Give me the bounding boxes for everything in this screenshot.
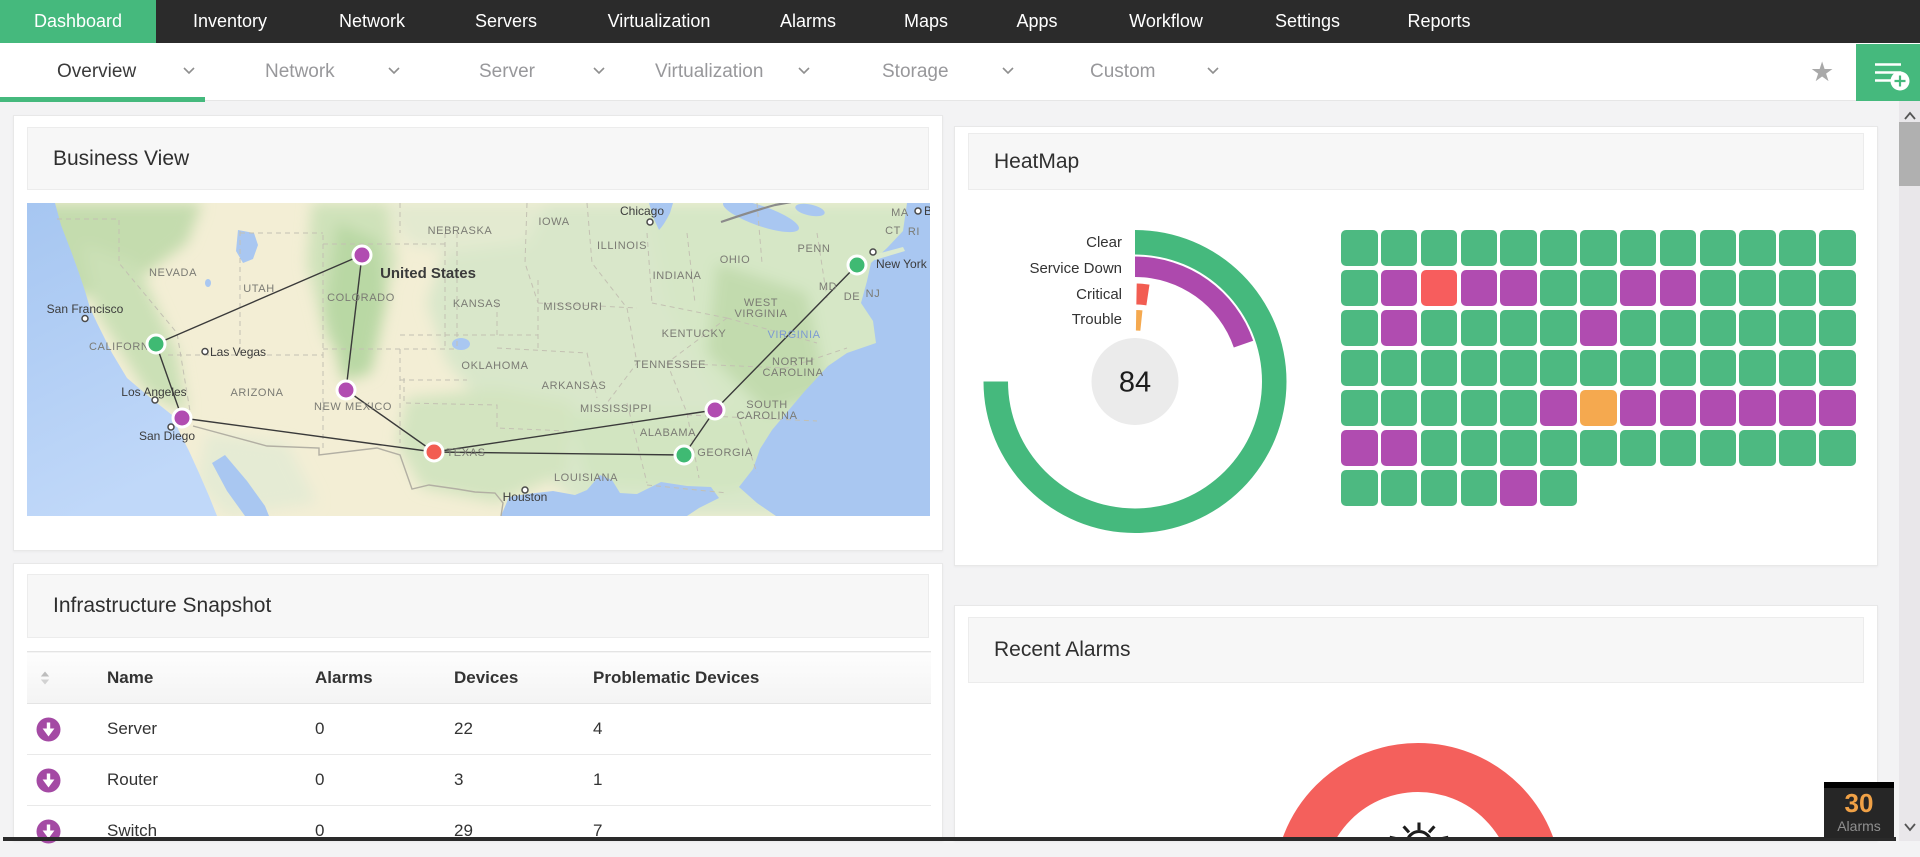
svg-text:OKLAHOMA: OKLAHOMA (461, 360, 528, 372)
svg-text:OHIO: OHIO (720, 254, 751, 266)
svg-text:KENTUCKY: KENTUCKY (662, 328, 727, 340)
svg-text:VIRGINIA: VIRGINIA (767, 329, 820, 341)
svg-text:NJ: NJ (866, 288, 881, 300)
svg-text:DE: DE (844, 291, 860, 303)
svg-text:NORTH: NORTH (772, 356, 814, 368)
svg-text:CT: CT (885, 225, 901, 237)
svg-text:Chicago: Chicago (620, 204, 664, 218)
svg-text:COLORADO: COLORADO (327, 292, 395, 304)
svg-text:SOUTH: SOUTH (746, 399, 788, 411)
svg-text:84: 84 (1119, 367, 1151, 399)
svg-text:MA: MA (891, 207, 909, 219)
svg-text:Critical: Critical (1076, 286, 1122, 303)
svg-text:GEORGIA: GEORGIA (697, 447, 753, 459)
svg-text:MD: MD (819, 281, 837, 293)
svg-text:TENNESSEE: TENNESSEE (634, 359, 706, 371)
svg-text:IOWA: IOWA (538, 216, 569, 228)
svg-text:MISSOURI: MISSOURI (543, 301, 602, 313)
svg-text:MISSISSIPPI: MISSISSIPPI (580, 403, 652, 415)
svg-text:CAROLINA: CAROLINA (762, 367, 823, 379)
svg-text:CAROLINA: CAROLINA (736, 410, 797, 422)
svg-text:TEXAS: TEXAS (446, 447, 485, 459)
svg-text:San Diego: San Diego (139, 429, 195, 443)
svg-text:UTAH: UTAH (243, 283, 275, 295)
svg-text:NEBRASKA: NEBRASKA (428, 225, 493, 237)
svg-text:KANSAS: KANSAS (453, 298, 501, 310)
svg-text:CALIFORNIA: CALIFORNIA (89, 341, 161, 353)
svg-text:PENN: PENN (798, 243, 831, 255)
svg-text:NEW MEXICO: NEW MEXICO (314, 401, 392, 413)
svg-text:WEST: WEST (744, 297, 778, 309)
svg-text:Los Angeles: Los Angeles (121, 385, 186, 399)
svg-text:San Francisco: San Francisco (47, 302, 124, 316)
svg-text:LOUISIANA: LOUISIANA (554, 472, 618, 484)
svg-text:ILLINOIS: ILLINOIS (597, 240, 647, 252)
svg-text:VIRGINIA: VIRGINIA (734, 308, 787, 320)
svg-text:ALABAMA: ALABAMA (640, 427, 696, 439)
svg-text:Las Vegas: Las Vegas (210, 345, 266, 359)
svg-text:RI: RI (908, 226, 920, 238)
svg-text:Houston: Houston (503, 490, 548, 504)
svg-text:Trouble: Trouble (1072, 311, 1122, 328)
svg-text:Service Down: Service Down (1029, 260, 1122, 277)
svg-text:B: B (924, 204, 930, 218)
svg-text:NEVADA: NEVADA (149, 267, 197, 279)
svg-text:New York: New York (876, 257, 928, 271)
svg-text:ARIZONA: ARIZONA (230, 387, 283, 399)
svg-text:ARKANSAS: ARKANSAS (542, 380, 607, 392)
svg-text:Clear: Clear (1086, 234, 1122, 251)
svg-text:INDIANA: INDIANA (653, 270, 702, 282)
svg-text:United States: United States (380, 265, 476, 282)
